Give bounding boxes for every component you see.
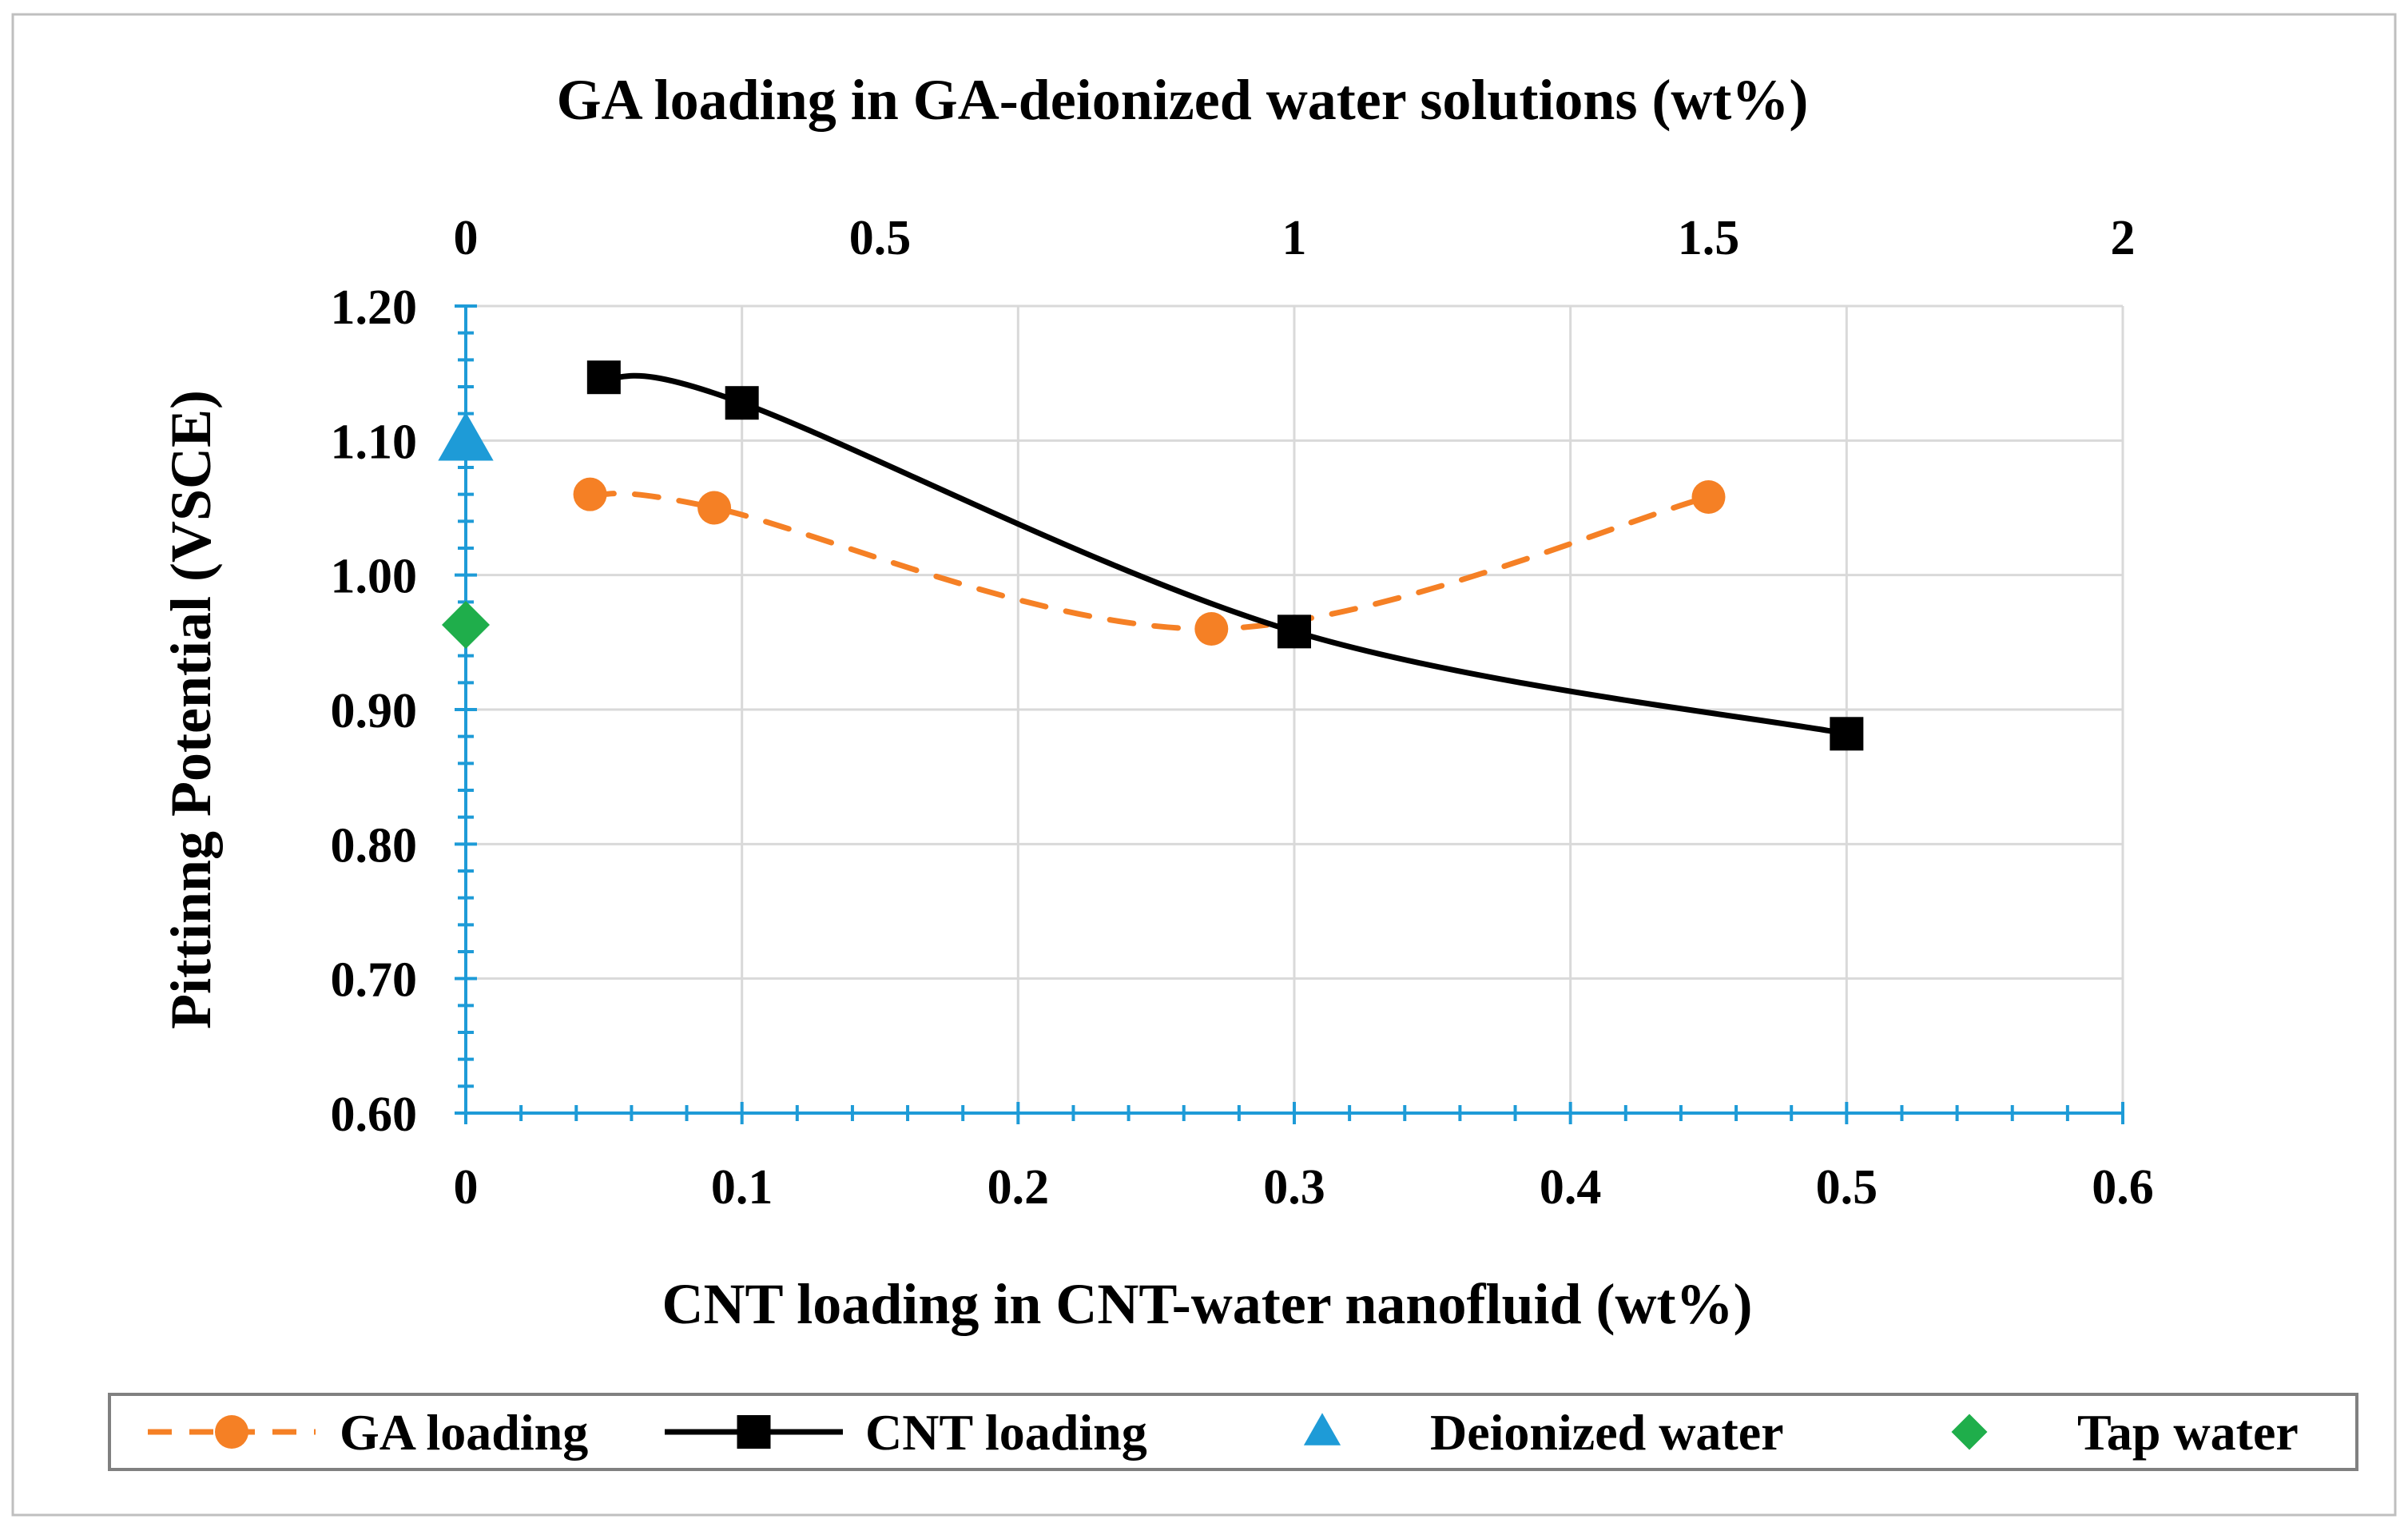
x-tick-label: 0 <box>454 1160 479 1215</box>
ga-loading-point <box>1691 480 1726 515</box>
y-tick-label: 1.20 <box>331 280 418 335</box>
y-tick-label: 1.00 <box>331 550 418 604</box>
labels: 0 0.1 0.2 0.3 0.4 0.5 0.60 0.5 1 1.5 20.600.700.80… <box>159 68 2154 1336</box>
top-axis-title: GA loading in GA-deionized water solutio… <box>557 68 1809 132</box>
ga-loading-point <box>697 491 732 525</box>
y-tick-label: 1.10 <box>331 415 418 469</box>
top-tick-label: 1.5 <box>1678 211 1740 265</box>
cnt-loading-point <box>1278 614 1311 649</box>
deionized-water-point <box>438 412 494 461</box>
tap-water-point <box>442 600 490 649</box>
legend-label: Deionized water <box>1430 1404 1784 1461</box>
series <box>587 372 1850 737</box>
x-tick-label: 0.5 <box>1816 1160 1878 1215</box>
gridlines <box>466 304 2124 1113</box>
cnt-loading-point <box>725 386 759 420</box>
deionized-water-legend-marker <box>1303 1413 1341 1446</box>
ga-loading-point <box>1194 612 1229 646</box>
x-tick-label: 0.2 <box>987 1160 1050 1215</box>
top-tick-label: 0.5 <box>849 211 912 265</box>
y-tick-label: 0.70 <box>331 953 418 1008</box>
legend-box <box>108 1393 2358 1471</box>
legend: GA loading CNT loading Deionized water Tap … <box>108 1393 2358 1471</box>
legend-label: GA loading <box>340 1404 588 1461</box>
y-axis-title: Pittinng Potential (VSCE) <box>159 390 223 1029</box>
legend-label: CNT loading <box>865 1404 1147 1461</box>
x-tick-label: 0.6 <box>2092 1160 2154 1215</box>
cnt-loading-line <box>601 372 1850 737</box>
top-tick-label: 0 <box>454 211 479 265</box>
x-axis-title: CNT loading in CNT-water nanofluid (wt%) <box>662 1272 1753 1336</box>
top-tick-label: 1 <box>1282 211 1307 265</box>
x-tick-label: 0.4 <box>1540 1160 1602 1215</box>
markers <box>438 360 1864 751</box>
x-tick-label: 0.1 <box>711 1160 773 1215</box>
cnt-loading-point <box>1830 717 1864 751</box>
ga-loading-legend-marker <box>215 1415 248 1449</box>
y-tick-label: 0.90 <box>331 684 418 738</box>
tap-water-legend-marker <box>1951 1414 1988 1450</box>
cnt-loading-legend-marker <box>737 1415 771 1449</box>
y-tick-label: 0.60 <box>331 1088 418 1142</box>
x-tick-label: 0.3 <box>1263 1160 1325 1215</box>
y-tick-label: 0.80 <box>331 818 418 873</box>
top-tick-label: 2 <box>2111 211 2136 265</box>
legend-label: Tap water <box>2077 1404 2299 1461</box>
cnt-loading-point <box>586 360 621 395</box>
chart-frame <box>11 13 2397 1517</box>
ga-loading-line <box>587 491 1711 632</box>
ga-loading-point <box>573 477 607 511</box>
